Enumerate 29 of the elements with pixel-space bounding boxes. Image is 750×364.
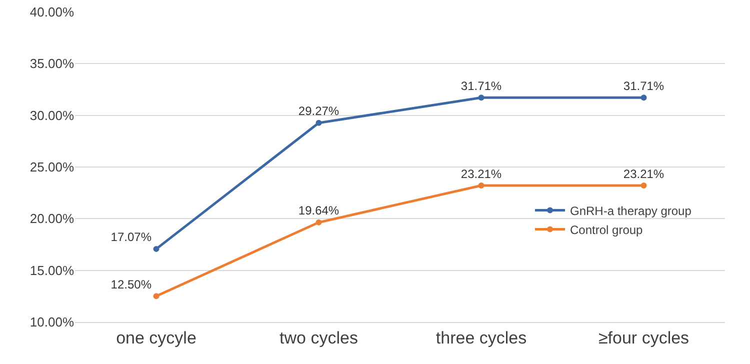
point [316, 120, 322, 126]
y-tick-label: 25.00% [30, 160, 74, 175]
point [640, 182, 647, 188]
x-tick-label: ≥four cycles [598, 328, 690, 348]
x-tick-label: one cycyle [116, 328, 196, 348]
data-label: 23.21% [623, 166, 664, 181]
point [153, 246, 160, 252]
x-tick-label: three cycles [436, 328, 527, 348]
data-label: 23.21% [460, 166, 502, 181]
data-label: 31.71% [460, 78, 502, 93]
data-label: 17.07% [110, 230, 152, 244]
y-tick-label: 40.00% [30, 4, 74, 20]
y-tick-label: 10.00% [30, 314, 74, 330]
data-label: 12.50% [110, 277, 152, 292]
data-label: 29.27% [298, 104, 340, 118]
point [153, 293, 160, 300]
y-tick-label: 30.00% [30, 108, 74, 123]
point [316, 219, 322, 226]
legend-label: Control group [570, 222, 644, 237]
point [478, 182, 484, 188]
data-label: 19.64% [298, 204, 340, 218]
y-tick-label: 35.00% [30, 56, 74, 72]
x-tick-label: two cycles [280, 328, 358, 348]
data-label: 31.71% [623, 78, 664, 93]
legend-label: GnRH-a therapy group [570, 204, 692, 218]
point [478, 94, 484, 101]
y-tick-label: 20.00% [30, 211, 74, 226]
point [640, 94, 647, 101]
y-tick-label: 15.00% [30, 262, 74, 278]
